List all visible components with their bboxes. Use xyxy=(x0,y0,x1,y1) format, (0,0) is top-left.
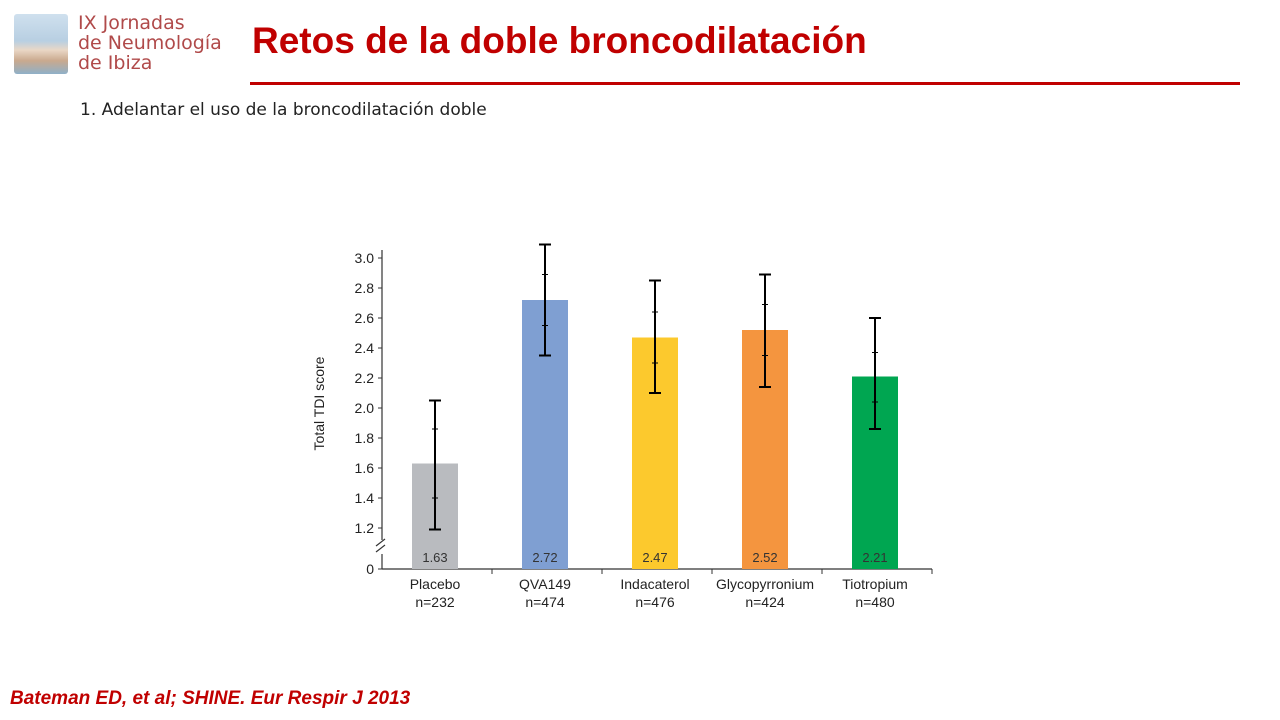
logo-line-2: de Neumología xyxy=(78,32,222,54)
logo-line-1: IX Jornadas xyxy=(78,12,185,34)
slide-title: Retos de la doble broncodilatación xyxy=(252,20,867,61)
ibiza-logo-image xyxy=(14,14,68,74)
slide-subtitle: 1. Adelantar el uso de la broncodilataci… xyxy=(80,100,487,120)
x-n-label: n=232 xyxy=(415,594,455,610)
axis-break-mark xyxy=(375,544,386,553)
axis-break-mark xyxy=(375,538,386,547)
conference-logo-text: IX Jornadas de Neumología de Ibiza xyxy=(78,13,222,73)
y-tick-label: 1.6 xyxy=(355,460,375,476)
x-category-label: QVA149 xyxy=(519,576,571,592)
y-tick-label: 2.6 xyxy=(355,310,375,326)
y-tick-label: 0 xyxy=(366,561,374,577)
y-tick-label: 1.8 xyxy=(355,430,375,446)
x-category-label: Glycopyrronium xyxy=(716,576,814,592)
bar-value-label: 2.21 xyxy=(862,550,887,565)
x-n-label: n=424 xyxy=(745,594,785,610)
y-axis-title: Total TDI score xyxy=(311,356,327,450)
x-n-label: n=476 xyxy=(635,594,675,610)
x-category-label: Indacaterol xyxy=(620,576,689,592)
y-tick-label: 1.4 xyxy=(355,490,375,506)
x-category-label: Tiotropium xyxy=(842,576,908,592)
logo-line-3: de Ibiza xyxy=(78,52,153,74)
bar-value-label: 1.63 xyxy=(422,550,447,565)
citation: Bateman ED, et al; SHINE. Eur Respir J 2… xyxy=(10,688,411,709)
y-tick-label: 3.0 xyxy=(355,250,375,266)
x-n-label: n=474 xyxy=(525,594,565,610)
bar-value-label: 2.72 xyxy=(532,550,557,565)
y-tick-label: 2.4 xyxy=(355,340,375,356)
y-tick-label: 1.2 xyxy=(355,520,375,536)
y-tick-label: 2.2 xyxy=(355,370,375,386)
x-n-label: n=480 xyxy=(855,594,895,610)
y-tick-label: 2.8 xyxy=(355,280,375,296)
title-divider xyxy=(250,82,1240,85)
bar-value-label: 2.47 xyxy=(642,550,667,565)
x-category-label: Placebo xyxy=(410,576,461,592)
tdi-score-bar-chart: 0 1.2 1.4 1.6 1.8 2.0 2.2 2.4 2.6 2.8 3.0 Total TDI… xyxy=(311,243,933,610)
y-tick-label: 2.0 xyxy=(355,400,375,416)
bar-value-label: 2.52 xyxy=(752,550,777,565)
